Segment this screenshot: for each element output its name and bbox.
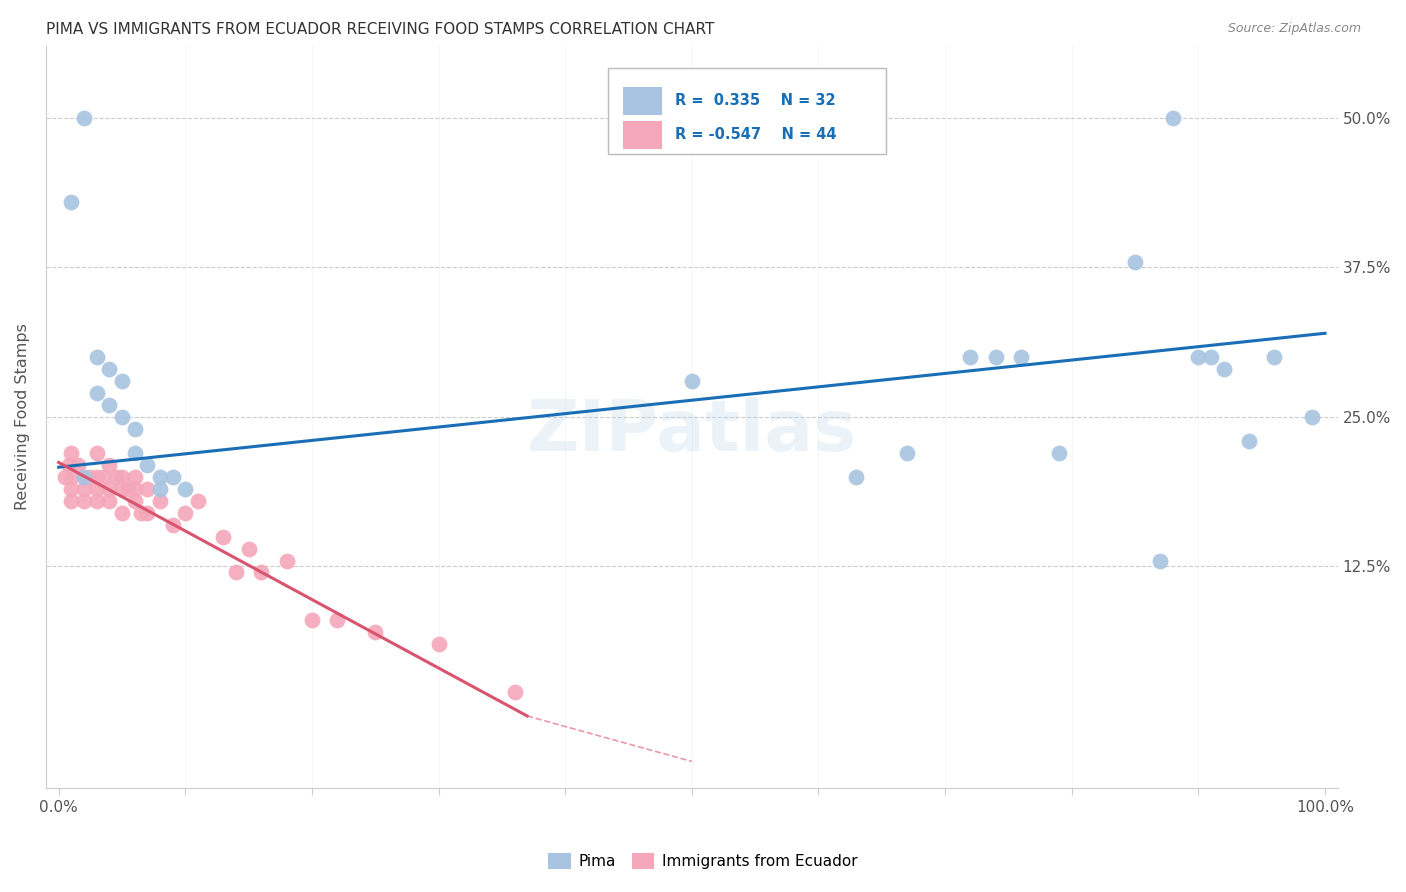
Point (174, 506, 197, 520)
Point (111, 506, 134, 520)
Point (79, 470, 101, 484)
Point (124, 422, 146, 436)
Point (681, 374, 703, 388)
Point (187, 493, 209, 508)
Point (1010, 350, 1032, 364)
Point (111, 374, 134, 388)
Point (1212, 362, 1234, 376)
Text: R =  0.335    N = 32: R = 0.335 N = 32 (675, 94, 835, 108)
Point (149, 482, 172, 496)
Point (60, 470, 83, 484)
Point (58, 458, 80, 472)
Point (136, 506, 159, 520)
Point (73, 111, 96, 125)
Point (1047, 446, 1070, 460)
Text: R = -0.547    N = 44: R = -0.547 N = 44 (675, 128, 837, 143)
Point (276, 553, 298, 567)
Point (60, 446, 83, 460)
Point (845, 470, 868, 484)
Point (60, 482, 83, 496)
Point (86, 350, 108, 364)
Point (1263, 350, 1285, 364)
Point (984, 350, 1007, 364)
Legend: Pima, Immigrants from Ecuador: Pima, Immigrants from Ecuador (543, 847, 863, 875)
Point (326, 613, 349, 627)
Text: Source: ZipAtlas.com: Source: ZipAtlas.com (1227, 22, 1361, 36)
Point (149, 493, 172, 508)
Point (136, 482, 159, 496)
Point (162, 470, 184, 484)
Point (364, 625, 387, 640)
Point (124, 482, 146, 496)
Point (238, 541, 260, 556)
Point (98, 482, 121, 496)
Point (959, 350, 981, 364)
Point (149, 470, 172, 484)
Point (1301, 409, 1323, 424)
Point (427, 637, 450, 651)
Point (212, 530, 235, 544)
Point (1161, 111, 1184, 125)
Point (73, 493, 96, 508)
Point (1199, 350, 1222, 364)
Point (503, 685, 526, 699)
Point (86, 482, 108, 496)
Point (129, 506, 152, 520)
Point (86, 470, 108, 484)
Text: ZIPatlas: ZIPatlas (527, 397, 856, 467)
Point (98, 398, 121, 412)
Point (1237, 434, 1260, 448)
Point (124, 493, 146, 508)
Point (124, 470, 146, 484)
Point (301, 613, 323, 627)
Point (117, 482, 139, 496)
Point (896, 446, 918, 460)
Point (124, 446, 146, 460)
Point (73, 470, 96, 484)
Point (66, 458, 89, 472)
FancyBboxPatch shape (607, 69, 886, 153)
Point (86, 493, 108, 508)
Point (136, 458, 159, 472)
Y-axis label: Receiving Food Stamps: Receiving Food Stamps (15, 324, 30, 510)
Point (162, 517, 184, 532)
Point (1149, 553, 1171, 567)
Point (98, 493, 121, 508)
Point (86, 446, 108, 460)
Point (60, 493, 83, 508)
FancyBboxPatch shape (623, 87, 662, 115)
Point (174, 482, 197, 496)
Point (98, 458, 121, 472)
Point (1187, 350, 1209, 364)
Point (53, 470, 76, 484)
Text: PIMA VS IMMIGRANTS FROM ECUADOR RECEIVING FOOD STAMPS CORRELATION CHART: PIMA VS IMMIGRANTS FROM ECUADOR RECEIVIN… (46, 22, 714, 37)
Point (225, 566, 247, 580)
Point (73, 482, 96, 496)
FancyBboxPatch shape (623, 120, 662, 149)
Point (1123, 254, 1146, 268)
Point (98, 362, 121, 376)
Point (91, 470, 114, 484)
Point (111, 470, 134, 484)
Point (86, 386, 108, 401)
Point (250, 566, 273, 580)
Point (73, 470, 96, 484)
Point (104, 470, 127, 484)
Point (60, 194, 83, 209)
Point (111, 409, 134, 424)
Point (111, 482, 134, 496)
